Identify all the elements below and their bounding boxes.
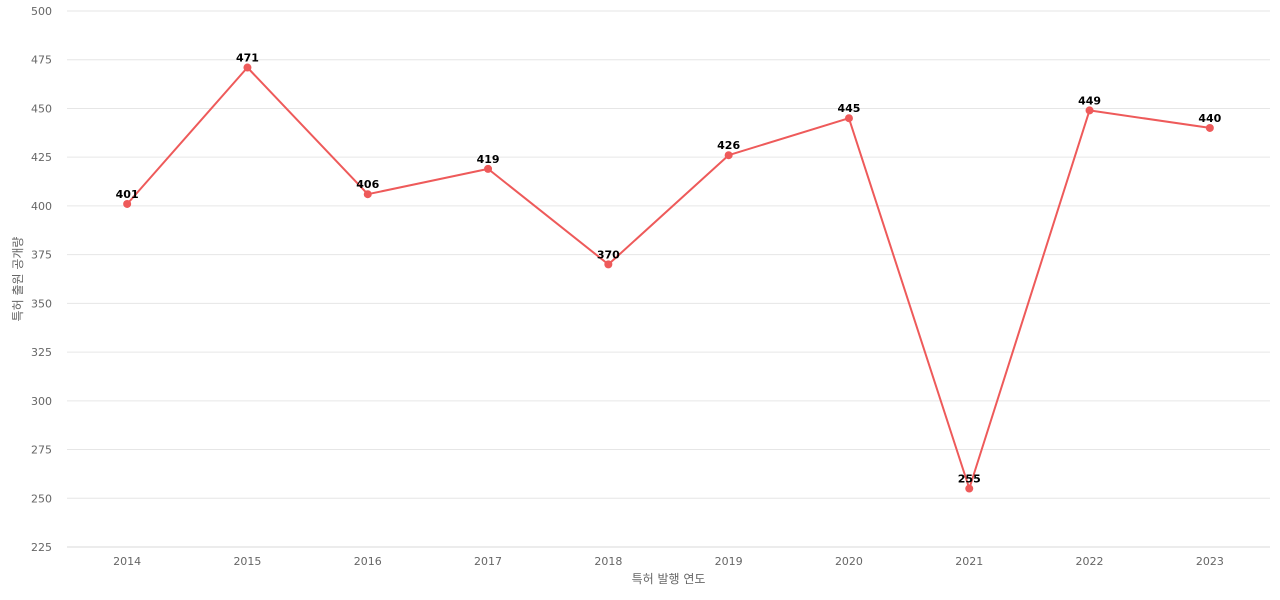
data-label: 449 xyxy=(1078,94,1101,107)
y-tick-label: 400 xyxy=(31,200,52,213)
x-tick-label: 2016 xyxy=(354,555,382,568)
data-point xyxy=(1205,123,1214,132)
data-point xyxy=(604,260,613,269)
x-tick-label: 2023 xyxy=(1196,555,1224,568)
y-tick-label: 450 xyxy=(31,102,52,115)
data-label: 406 xyxy=(356,178,379,191)
x-tick-label: 2021 xyxy=(955,555,983,568)
data-point xyxy=(484,164,493,173)
x-tick-label: 2014 xyxy=(113,555,141,568)
x-axis-ticks: 2014 2015 2016 2017 2018 2019 2020 2021 2022 2023 xyxy=(113,555,1224,568)
x-tick-label: 2019 xyxy=(715,555,743,568)
data-label: 445 xyxy=(837,102,860,115)
y-tick-label: 225 xyxy=(31,541,52,554)
data-point xyxy=(844,114,853,123)
y-axis-ticks: 225 250 275 300 325 350 375 400 425 450 475 500 xyxy=(31,5,52,554)
x-tick-label: 2017 xyxy=(474,555,502,568)
gridlines xyxy=(67,10,1270,499)
y-tick-label: 300 xyxy=(31,395,52,408)
data-label: 440 xyxy=(1198,112,1221,125)
data-point xyxy=(243,63,252,72)
y-tick-label: 325 xyxy=(31,346,52,359)
x-tick-label: 2015 xyxy=(233,555,261,568)
y-tick-label: 375 xyxy=(31,249,52,262)
y-tick-label: 350 xyxy=(31,297,52,310)
x-tick-label: 2020 xyxy=(835,555,863,568)
data-label: 255 xyxy=(958,473,981,486)
x-tick-label: 2022 xyxy=(1076,555,1104,568)
y-tick-label: 250 xyxy=(31,492,52,505)
data-label: 370 xyxy=(597,248,620,261)
data-point xyxy=(965,484,974,493)
data-point xyxy=(724,151,733,160)
data-point xyxy=(1085,106,1094,115)
y-tick-label: 475 xyxy=(31,54,52,67)
data-point xyxy=(123,199,132,208)
data-label: 401 xyxy=(116,188,139,201)
y-tick-label: 275 xyxy=(31,444,52,457)
data-label: 471 xyxy=(236,52,259,65)
data-labels: 401 471 406 419 370 426 445 255 449 440 xyxy=(116,52,1222,486)
x-tick-label: 2018 xyxy=(594,555,622,568)
series-line xyxy=(126,66,1210,490)
data-label: 426 xyxy=(717,139,740,152)
y-axis-title: 특허 출원 공개량 xyxy=(11,237,25,322)
data-point xyxy=(363,190,372,199)
y-tick-label: 500 xyxy=(31,5,52,18)
series-layer xyxy=(123,63,1214,493)
x-axis-title: 특허 발행 연도 xyxy=(632,571,706,586)
y-tick-label: 425 xyxy=(31,151,52,164)
data-label: 419 xyxy=(477,153,500,166)
